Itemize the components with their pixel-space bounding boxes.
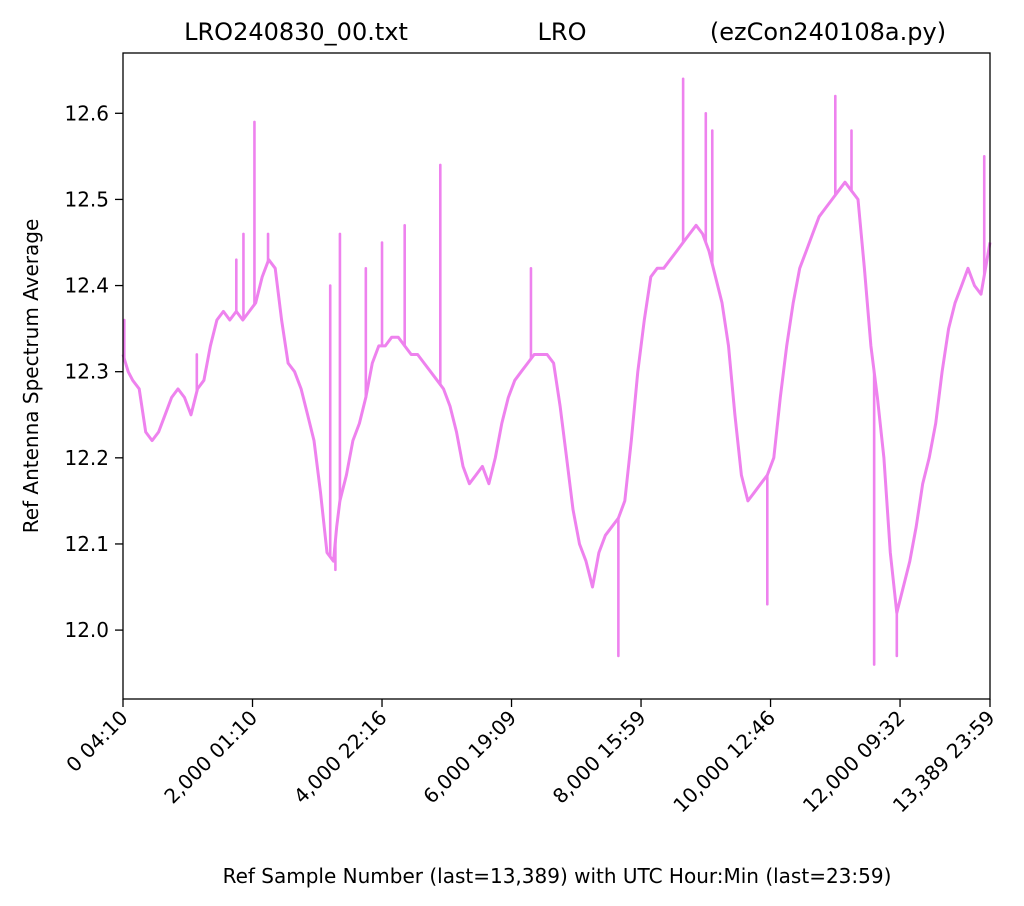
chart-title-filename: LRO240830_00.txt: [184, 18, 408, 46]
y-tick-label: 12.0: [64, 618, 109, 642]
plot-frame: [122, 52, 991, 700]
x-tick-label: 0 04:10: [61, 706, 132, 777]
series-layer: [121, 180, 992, 615]
spike-layer: [122, 77, 986, 666]
x-tick-label: 2,000 01:10: [159, 706, 262, 809]
series-line: [121, 180, 992, 615]
y-axis: 12.0 12.1 12.2 12.3 12.4 12.5 12.6: [64, 101, 123, 642]
x-tick-label: 6,000 19:09: [418, 706, 521, 809]
y-axis-label: Ref Antenna Spectrum Average: [19, 219, 43, 534]
x-tick-label: 4,000 22:16: [289, 706, 392, 809]
y-tick-label: 12.4: [64, 274, 109, 298]
y-tick-label: 12.6: [64, 101, 109, 125]
x-axis-label: Ref Sample Number (last=13,389) with UTC…: [223, 864, 892, 888]
chart-title-station: LRO: [538, 18, 587, 46]
y-tick-label: 12.5: [64, 187, 109, 211]
y-tick-label: 12.1: [64, 532, 109, 556]
chart-title: LRO240830_00.txt LRO (ezCon240108a.py): [184, 18, 946, 46]
chart-title-script: (ezCon240108a.py): [710, 18, 946, 46]
y-tick-label: 12.3: [64, 360, 109, 384]
x-tick-label: 10,000 12:46: [668, 706, 780, 818]
x-axis: 0 04:10 2,000 01:10 4,000 22:16 6,000 19:09…: [61, 699, 1000, 818]
x-tick-label: 8,000 15:59: [548, 706, 651, 809]
y-tick-label: 12.2: [64, 446, 109, 470]
